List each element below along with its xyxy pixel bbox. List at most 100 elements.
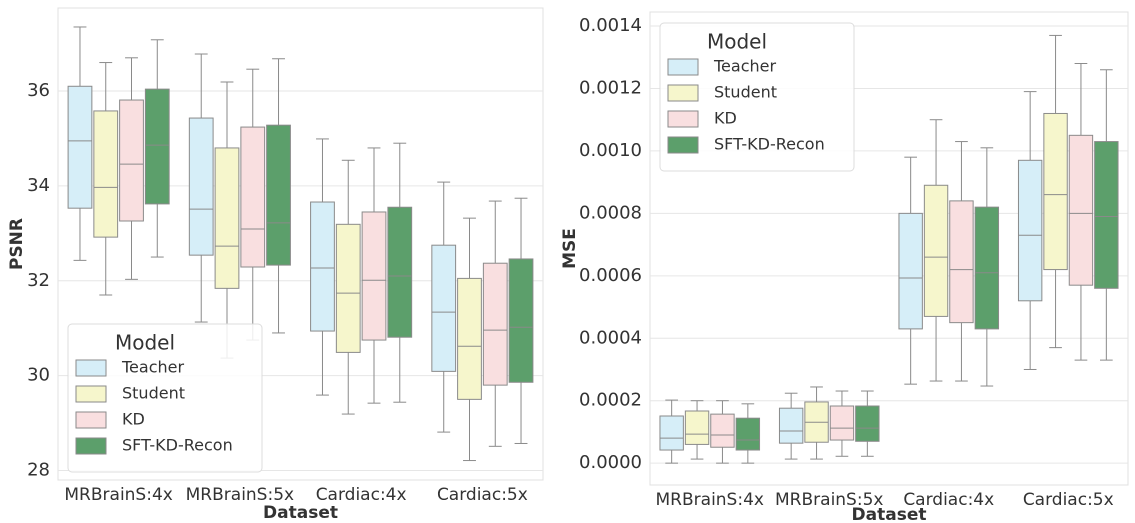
y-tick-label: 28 [27,460,50,481]
y-tick-label: 0.0002 [579,390,642,411]
y-tick-label: 32 [27,270,50,291]
y-tick-label: 0.0000 [579,452,642,473]
box [144,39,170,258]
box-body [240,126,266,268]
legend-label: Student [122,384,185,403]
box-body [361,211,387,341]
box [1068,63,1094,361]
box [1094,69,1119,361]
box-body [214,147,240,289]
box [923,119,949,382]
legend-title: Model [707,30,767,54]
box-body [335,223,361,353]
box-body [974,206,1000,330]
box-body [898,212,923,330]
box-body [1043,112,1068,271]
box-body [1017,159,1043,302]
legend-label: Teacher [713,57,776,76]
box [457,217,482,462]
y-tick-label: 0.0006 [579,265,642,286]
y-tick-label: 36 [27,80,50,101]
legend-swatch [75,385,107,403]
box [829,390,855,457]
box [266,58,291,334]
legend: Model Teacher Student KD SFT-KD-Recon [67,323,263,473]
x-axis-label: Dataset [263,503,338,523]
box [482,200,508,447]
box-body [710,413,735,448]
box-body [508,258,534,383]
y-tick-label: 0.0008 [579,202,642,223]
box-body [119,99,144,222]
y-axis-label: PSNR [7,218,27,270]
x-tick-label: Cardiac:5x [437,485,528,505]
legend-swatch [667,136,699,154]
box-body [144,88,170,205]
box [431,181,457,433]
box-body [266,124,291,266]
x-tick-label: MRBrainS:5x [186,485,294,505]
box [659,399,684,464]
box [508,197,534,444]
box-body [482,262,508,386]
box-body [735,417,761,451]
y-tick-label: 30 [27,365,50,386]
x-tick-label: MRBrainS:4x [656,490,764,510]
box-body [778,407,804,444]
box [361,147,387,404]
x-tick-label: MRBrainS:4x [64,485,172,505]
box-body [457,277,482,400]
box-body [387,206,413,338]
box [949,141,974,382]
x-tick-label: Cardiac:4x [316,485,407,505]
box [898,156,923,385]
box-body [67,85,93,209]
box-body [949,200,974,324]
legend-frame [659,22,855,172]
box [855,390,880,457]
box-body [659,415,684,451]
box-body [1068,134,1094,286]
box [974,147,1000,387]
box-body [1094,141,1119,289]
legend-swatch [75,437,107,455]
legend: Model Teacher Student KD SFT-KD-Recon [659,22,855,172]
x-tick-label: MRBrainS:5x [775,490,883,510]
legend-label: KD [122,410,145,429]
box [93,62,119,296]
box [67,26,93,261]
box [778,392,804,460]
x-tick-label: Cardiac:5x [1023,490,1114,510]
legend-label: Teacher [121,358,184,377]
y-tick-label: 0.0014 [579,15,642,36]
legend-title: Model [115,331,175,355]
y-tick-label: 0.0004 [579,327,642,348]
y-axis-label: MSE [560,228,580,269]
legend-label: SFT-KD-Recon [122,436,233,455]
legend-swatch [75,359,107,377]
box-body [310,201,335,332]
box-body [829,405,855,441]
box [119,57,144,280]
box-body [93,110,119,238]
legend-label: Student [714,83,777,102]
box [310,138,335,396]
box [1043,34,1068,349]
box [735,403,761,464]
y-tick-label: 0.0010 [579,140,642,161]
legend-frame [67,323,263,473]
legend-label: KD [714,109,737,128]
x-axis-label: Dataset [852,505,927,523]
y-tick-label: 0.0012 [579,77,642,98]
box-body [431,244,457,372]
box-body [855,405,880,442]
legend-label: SFT-KD-Recon [714,135,825,154]
box [335,159,361,415]
box [684,400,710,460]
legend-swatch [667,110,699,128]
y-tick-label: 34 [27,175,50,196]
legend-swatch [667,84,699,102]
legend-swatch [667,58,699,76]
